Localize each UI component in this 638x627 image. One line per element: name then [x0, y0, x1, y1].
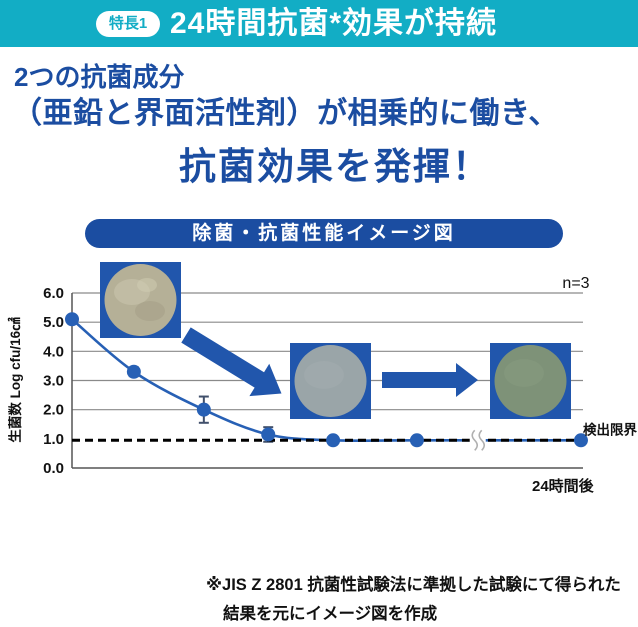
petri-dish-3 — [490, 343, 571, 419]
svg-text:0.0: 0.0 — [43, 460, 64, 477]
page-title: 24時間抗菌*効果が持続 — [170, 7, 498, 40]
headline-line3: 抗菌効果を発揮！ — [179, 146, 491, 187]
svg-text:生菌数 Log cfu/16㎠: 生菌数 Log cfu/16㎠ — [7, 317, 23, 443]
headline-line2: （亜鉛と界面活性剤）が相乗的に働き、 — [12, 97, 559, 130]
chart-title-banner: 除菌・抗菌性能イメージ図 — [85, 219, 563, 248]
petri-dish-1 — [100, 262, 181, 338]
top-banner: 特長1 24時間抗菌*効果が持続 — [0, 0, 638, 47]
headline-line1: 2つの抗菌成分 — [14, 62, 185, 92]
svg-text:n=3: n=3 — [562, 275, 589, 292]
petri-dish-2 — [290, 343, 371, 419]
performance-chart: 6.0 5.0 4.0 3.0 2.0 1.0 0.0 n=3 検出限界 24時間後 生菌数 Log… — [0, 255, 638, 505]
arrow-down-right-icon — [181, 327, 282, 397]
svg-text:検出限界: 検出限界 — [583, 421, 637, 437]
svg-text:5.0: 5.0 — [43, 314, 64, 331]
svg-text:3.0: 3.0 — [43, 373, 64, 390]
svg-text:24時間後: 24時間後 — [532, 477, 595, 495]
chart-labels: 6.0 5.0 4.0 3.0 2.0 1.0 0.0 n=3 検出限界 24時間後 生菌数 Log… — [7, 275, 637, 495]
footnote-line1: ※JIS Z 2801 抗菌性試験法に準拠した試験にて得られた — [206, 576, 621, 594]
feature-badge: 特長1 — [96, 11, 160, 37]
footnote-line2: 結果を元にイメージ図を作成 — [223, 605, 438, 623]
arrow-right-icon — [382, 363, 478, 397]
svg-text:6.0: 6.0 — [43, 285, 64, 302]
svg-text:2.0: 2.0 — [43, 402, 64, 419]
chart-series — [65, 312, 588, 451]
svg-text:1.0: 1.0 — [43, 431, 64, 448]
svg-text:4.0: 4.0 — [43, 343, 64, 360]
